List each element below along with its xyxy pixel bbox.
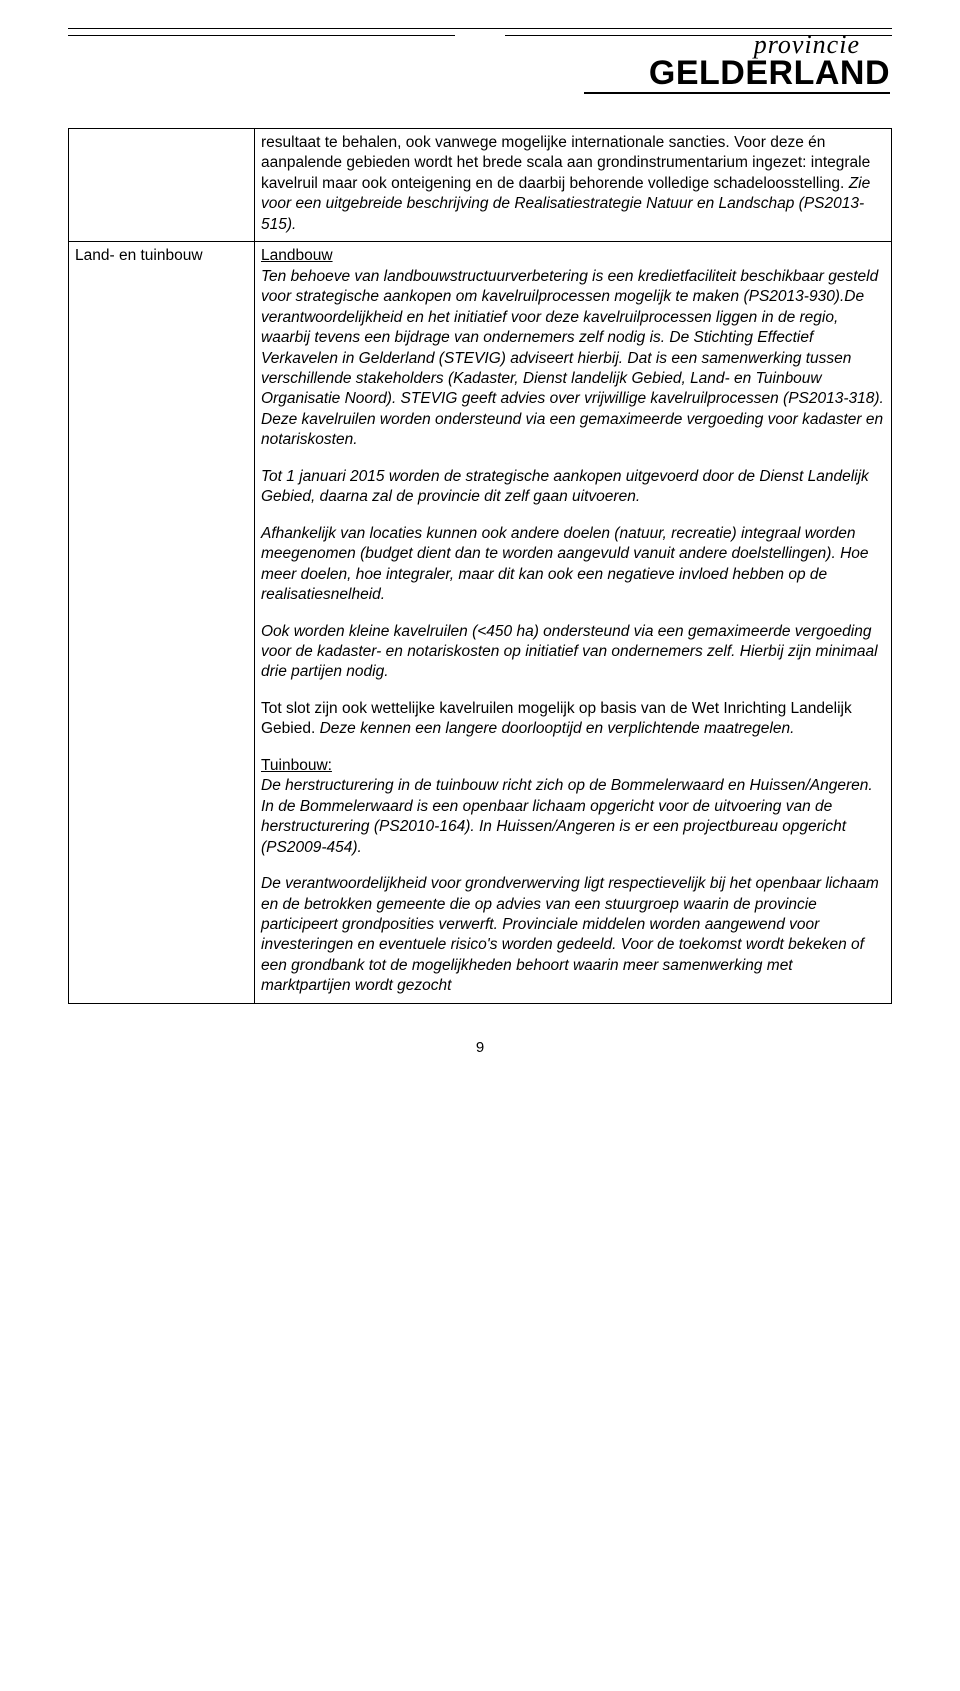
- logo: provincie GELDERLAND: [68, 32, 892, 94]
- row2-p4: Ook worden kleine kavelruilen (<450 ha) …: [261, 622, 885, 683]
- row2-p5b: Deze kennen een langere doorlooptijd en …: [320, 720, 795, 737]
- row2-label: Land- en tuinbouw: [69, 242, 255, 1004]
- page-number: 9: [68, 1038, 892, 1058]
- row2-body: Landbouw Ten behoeve van landbouwstructu…: [255, 242, 892, 1004]
- row2-heading-landbouw: Landbouw: [261, 247, 333, 264]
- table-row: resultaat te behalen, ook vanwege mogeli…: [69, 129, 892, 242]
- row1-p1a: resultaat te behalen, ook vanwege mogeli…: [261, 134, 730, 151]
- table-row: Land- en tuinbouw Landbouw Ten behoeve v…: [69, 242, 892, 1004]
- logo-large-text: GELDERLAND: [68, 56, 890, 90]
- row2-p2: Tot 1 januari 2015 worden de strategisch…: [261, 467, 885, 508]
- row2-p1: Ten behoeve van landbouwstructuurverbete…: [261, 268, 884, 449]
- row2-p6: De herstructurering in de tuinbouw richt…: [261, 777, 873, 855]
- row1-label: [69, 129, 255, 242]
- row2-p3: Afhankelijk van locaties kunnen ook ande…: [261, 524, 885, 606]
- row2-heading-tuinbouw: Tuinbouw:: [261, 757, 332, 774]
- content-table: resultaat te behalen, ook vanwege mogeli…: [68, 128, 892, 1004]
- row1-body: resultaat te behalen, ook vanwege mogeli…: [255, 129, 892, 242]
- row2-p7: De verantwoordelijkheid voor grondverwer…: [261, 874, 885, 997]
